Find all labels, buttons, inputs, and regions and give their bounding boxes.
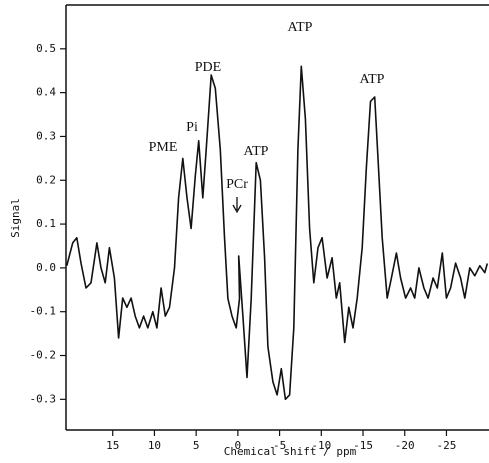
peak-label: ATP bbox=[244, 144, 269, 159]
y-tick-label: 0.0 bbox=[36, 261, 56, 274]
y-tick-label: 0.4 bbox=[36, 86, 56, 99]
peak-label: PDE bbox=[195, 60, 221, 75]
y-tick-label: 0.1 bbox=[36, 217, 56, 230]
pcr-arrow bbox=[232, 197, 242, 214]
x-axis-label: Chemical shift / ppm bbox=[224, 445, 357, 458]
spectrum-line bbox=[66, 65, 489, 401]
x-tick-label: 10 bbox=[148, 439, 161, 452]
y-tick-label: -0.1 bbox=[30, 305, 57, 318]
y-tick-label: -0.2 bbox=[30, 349, 57, 362]
peak-label: Pi bbox=[186, 120, 198, 135]
x-tick-label: 5 bbox=[193, 439, 200, 452]
x-tick-label: -5 bbox=[273, 439, 286, 452]
peak-label: PME bbox=[149, 140, 178, 155]
x-tick-label: -25 bbox=[437, 439, 457, 452]
x-tick-label: -10 bbox=[311, 439, 331, 452]
peak-label: ATP bbox=[288, 20, 313, 35]
peak-label: PCr bbox=[226, 177, 248, 192]
y-tick-label: -0.3 bbox=[30, 392, 57, 405]
y-tick-label: 0.2 bbox=[36, 173, 56, 186]
x-tick-label: -20 bbox=[395, 439, 415, 452]
peak-label: ATP bbox=[360, 72, 385, 87]
x-tick-label: 15 bbox=[106, 439, 119, 452]
y-tick-label: 0.3 bbox=[36, 129, 56, 142]
x-tick-label: 0 bbox=[235, 439, 242, 452]
y-tick-label: 0.5 bbox=[36, 42, 56, 55]
x-tick-label: -15 bbox=[353, 439, 373, 452]
y-axis-label: Signal bbox=[9, 198, 22, 238]
